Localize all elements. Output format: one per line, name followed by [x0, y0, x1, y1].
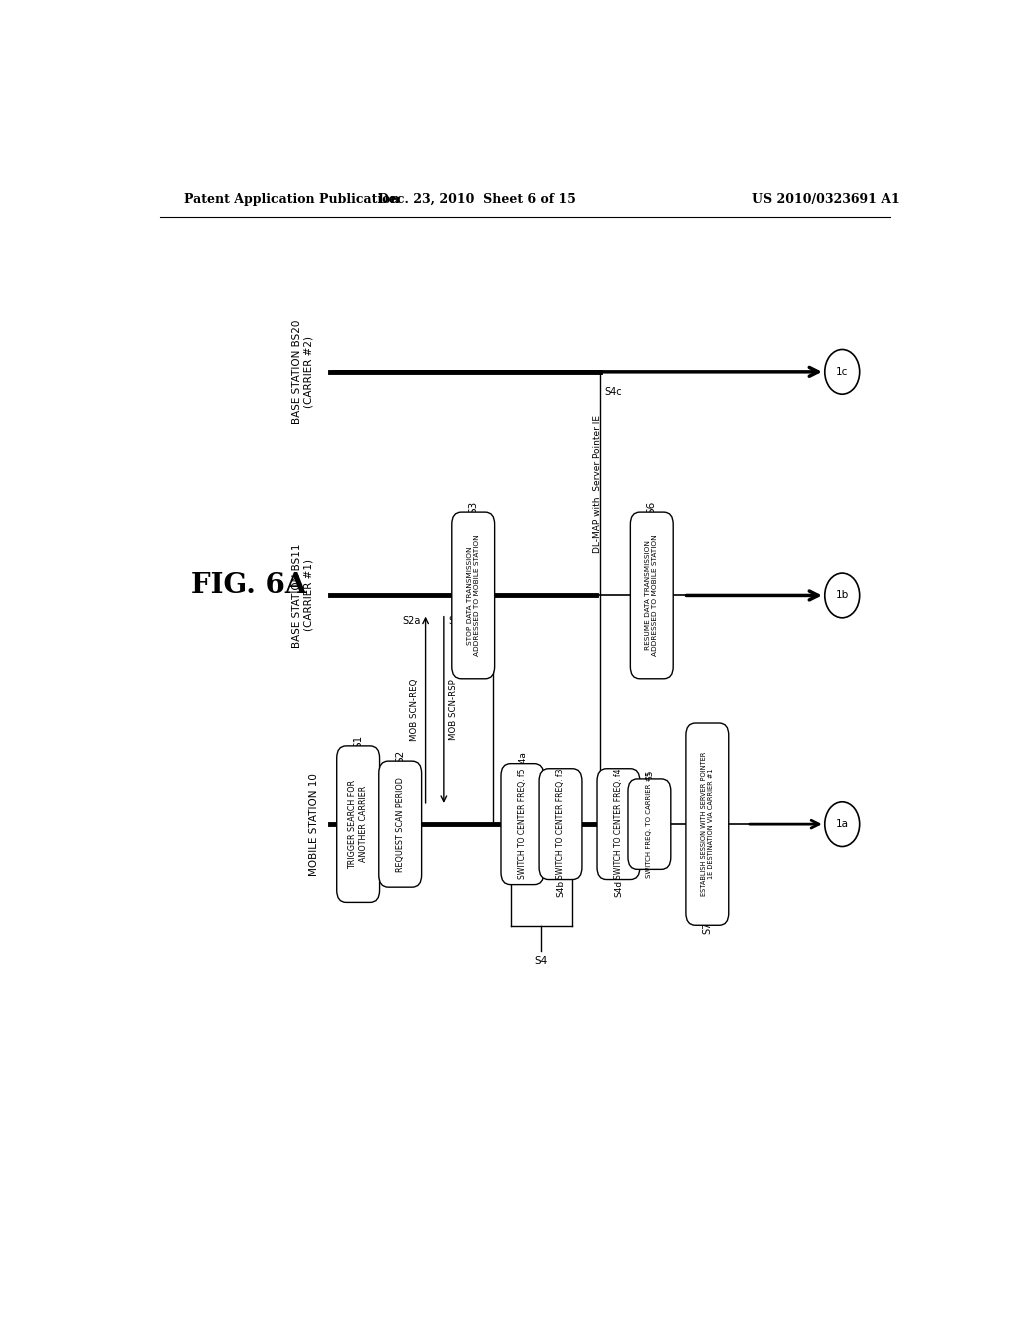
Text: 1a: 1a — [836, 820, 849, 829]
Text: SWITCH TO CENTER FREQ. f5: SWITCH TO CENTER FREQ. f5 — [518, 768, 527, 879]
Text: 1c: 1c — [836, 367, 849, 376]
Text: SWITCH TO CENTER FREQ. f3: SWITCH TO CENTER FREQ. f3 — [556, 768, 565, 879]
Text: S2a: S2a — [402, 616, 421, 626]
Text: FIG. 6A: FIG. 6A — [191, 572, 307, 599]
Text: BASE STATION BS20: BASE STATION BS20 — [292, 319, 302, 424]
Text: RESUME DATA TRANSMISSION
ADDRESSED TO MOBILE STATION: RESUME DATA TRANSMISSION ADDRESSED TO MO… — [645, 535, 658, 656]
Text: STOP DATA TRANSMISSION
ADDRESSED TO MOBILE STATION: STOP DATA TRANSMISSION ADDRESSED TO MOBI… — [467, 535, 479, 656]
FancyBboxPatch shape — [597, 768, 640, 879]
FancyBboxPatch shape — [686, 723, 729, 925]
FancyBboxPatch shape — [628, 779, 671, 870]
Text: 1b: 1b — [836, 590, 849, 601]
FancyBboxPatch shape — [379, 762, 422, 887]
Text: S6: S6 — [647, 500, 656, 515]
FancyBboxPatch shape — [631, 512, 673, 678]
Text: S3: S3 — [468, 500, 478, 515]
Text: S5: S5 — [645, 770, 654, 781]
Text: S4c: S4c — [604, 387, 622, 397]
Text: MOB SCN-REQ: MOB SCN-REQ — [411, 678, 419, 741]
Text: S7: S7 — [702, 921, 713, 935]
Text: S2b: S2b — [449, 616, 467, 626]
Text: S4d: S4d — [614, 880, 623, 898]
Text: TRIGGER SEARCH FOR
ANOTHER CARRIER: TRIGGER SEARCH FOR ANOTHER CARRIER — [348, 780, 368, 869]
Text: Patent Application Publication: Patent Application Publication — [183, 193, 399, 206]
Text: US 2010/0323691 A1: US 2010/0323691 A1 — [753, 193, 900, 206]
Text: REQUEST SCAN PERIOD: REQUEST SCAN PERIOD — [395, 776, 404, 871]
Text: (CARRIER #2): (CARRIER #2) — [304, 335, 314, 408]
Text: ESTABLISH SESSION WITH SERVER POINTER
1E DESTINATION VIA CARRIER #1: ESTABLISH SESSION WITH SERVER POINTER 1E… — [700, 752, 714, 896]
Text: S4: S4 — [535, 956, 548, 966]
Text: Dec. 23, 2010  Sheet 6 of 15: Dec. 23, 2010 Sheet 6 of 15 — [378, 193, 577, 206]
Text: S4a: S4a — [518, 751, 527, 768]
Text: (CARRIER #1): (CARRIER #1) — [304, 560, 314, 631]
Text: SWITCH TO CENTER FREQ. f4: SWITCH TO CENTER FREQ. f4 — [614, 768, 623, 879]
Text: DL-MAP with  Server Pointer IE: DL-MAP with Server Pointer IE — [593, 414, 602, 553]
Text: S4b: S4b — [556, 880, 565, 898]
Text: S1: S1 — [353, 735, 364, 748]
Text: BASE STATION BS11: BASE STATION BS11 — [292, 544, 302, 648]
FancyBboxPatch shape — [539, 768, 582, 879]
Text: SWITCH FREQ. TO CARRIER #1: SWITCH FREQ. TO CARRIER #1 — [646, 771, 652, 878]
Text: MOB SCN-RSP: MOB SCN-RSP — [449, 680, 458, 741]
FancyBboxPatch shape — [452, 512, 495, 678]
FancyBboxPatch shape — [337, 746, 380, 903]
Text: MOBILE STATION 10: MOBILE STATION 10 — [309, 772, 319, 875]
Text: S2: S2 — [395, 750, 406, 763]
FancyBboxPatch shape — [501, 764, 544, 884]
